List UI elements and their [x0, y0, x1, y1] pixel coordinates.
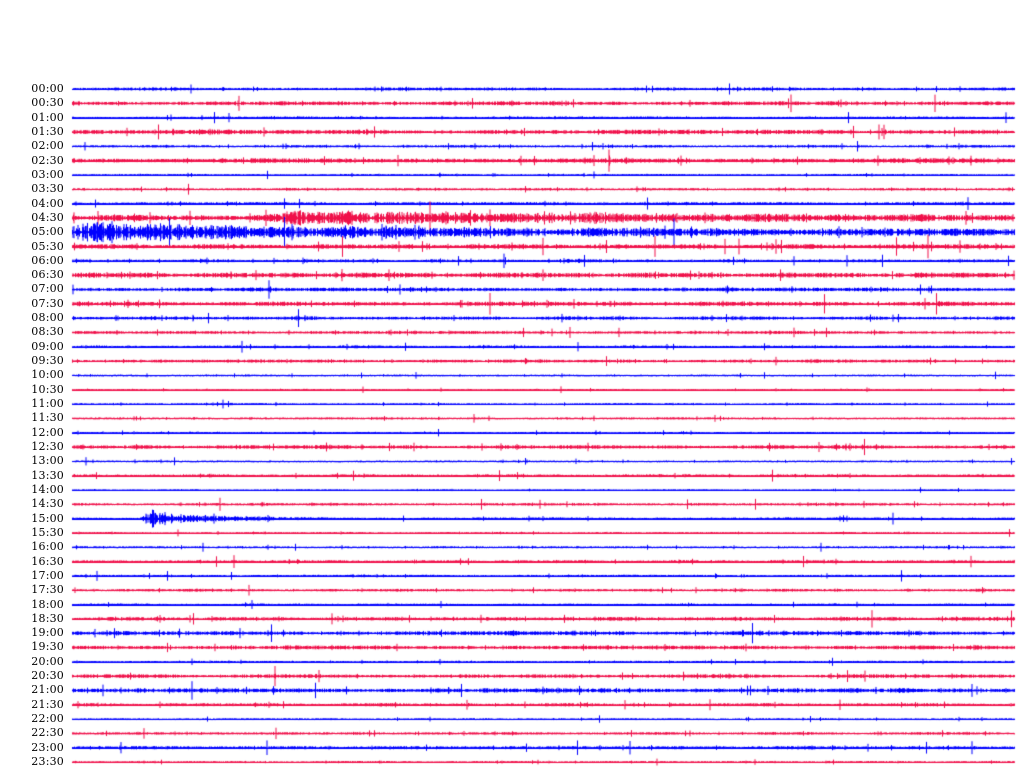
time-axis-label: 06:30 [31, 268, 64, 282]
time-axis-label: 11:00 [31, 397, 64, 411]
time-axis-label: 02:00 [31, 139, 64, 153]
time-axis-label: 11:30 [31, 411, 64, 425]
time-axis-label: 15:30 [31, 525, 64, 539]
time-axis-label: 18:30 [31, 611, 64, 625]
time-axis-label: 09:00 [31, 339, 64, 353]
time-axis-label: 17:00 [31, 568, 64, 582]
time-axis-label: 08:30 [31, 325, 64, 339]
time-axis-label: 03:30 [31, 182, 64, 196]
time-axis-label: 20:30 [31, 669, 64, 683]
time-axis-label: 07:30 [31, 296, 64, 310]
time-axis-label: 16:00 [31, 540, 64, 554]
time-axis-label: 05:00 [31, 225, 64, 239]
time-axis-label: 21:00 [31, 683, 64, 697]
time-axis-label: 04:30 [31, 210, 64, 224]
time-axis-label: 00:30 [31, 96, 64, 110]
time-axis-label: 13:30 [31, 468, 64, 482]
time-axis-label: 19:00 [31, 626, 64, 640]
time-axis-label: 09:30 [31, 354, 64, 368]
time-axis-label: 12:00 [31, 425, 64, 439]
time-axis-label: 23:00 [31, 740, 64, 754]
time-axis-label: 08:00 [31, 311, 64, 325]
time-axis-label: 02:30 [31, 153, 64, 167]
time-axis-label: 07:00 [31, 282, 64, 296]
time-axis-label: 20:00 [31, 654, 64, 668]
time-axis-label: 21:30 [31, 697, 64, 711]
time-axis-label: 16:30 [31, 554, 64, 568]
time-axis-label: 15:00 [31, 511, 64, 525]
time-axis-label: 22:00 [31, 712, 64, 726]
time-axis-label: 22:30 [31, 726, 64, 740]
time-axis-label: 17:30 [31, 583, 64, 597]
time-axis-label: 12:30 [31, 440, 64, 453]
time-axis-label: 14:00 [31, 482, 64, 496]
time-axis-label: 23:30 [31, 755, 64, 769]
time-axis-label: 18:00 [31, 597, 64, 611]
time-axis-label: 14:30 [31, 497, 64, 511]
time-axis-label: 19:30 [31, 640, 64, 654]
time-axis-label: 04:00 [31, 196, 64, 210]
time-axis-label: 06:00 [31, 253, 64, 267]
time-axis-label: 10:00 [31, 368, 64, 382]
time-axis-label: 00:00 [31, 82, 64, 95]
time-axis-label: 13:00 [31, 454, 64, 468]
time-axis-label: 01:30 [31, 124, 64, 138]
time-axis-label: 05:30 [31, 239, 64, 253]
time-axis-label: 03:00 [31, 167, 64, 181]
time-axis-label: 10:30 [31, 382, 64, 396]
time-axis-label: 01:00 [31, 110, 64, 124]
